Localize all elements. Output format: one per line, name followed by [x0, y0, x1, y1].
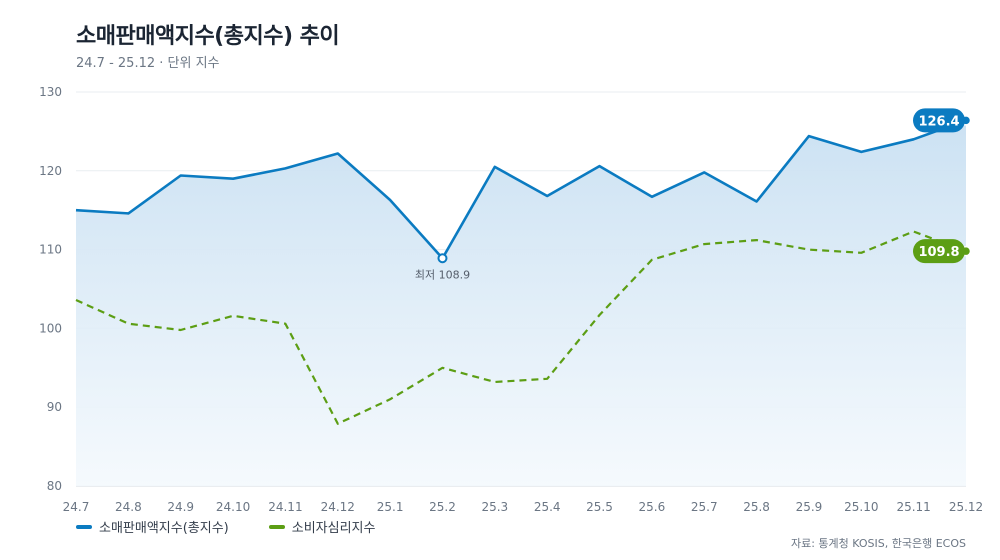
- x-tick-label: 25.1: [377, 500, 404, 514]
- x-tick-label: 24.12: [321, 500, 355, 514]
- y-tick-label: 120: [39, 164, 62, 178]
- x-tick-label: 25.6: [639, 500, 666, 514]
- x-tick-label: 25.3: [481, 500, 508, 514]
- consumer-end-label: 109.8: [918, 245, 959, 260]
- y-tick-label: 90: [47, 400, 62, 414]
- x-tick-label: 25.2: [429, 500, 456, 514]
- min-annotation: 최저 108.9: [415, 268, 470, 281]
- legend-item-retail[interactable]: 소매판매액지수(총지수): [76, 517, 229, 536]
- legend-swatch-retail: [76, 524, 92, 529]
- retail-index-line: [75, 119, 967, 260]
- x-tick-label: 25.5: [586, 500, 613, 514]
- y-tick-label: 110: [39, 243, 62, 257]
- source-note: 자료: 통계청 KOSIS, 한국은행 ECOS: [790, 537, 966, 550]
- x-tick-label: 25.11: [896, 500, 930, 514]
- chart-subtitle: 24.7 - 25.12 · 단위 지수: [76, 56, 220, 71]
- x-tick-label: 24.11: [268, 500, 302, 514]
- x-tick-label: 24.8: [115, 500, 142, 514]
- x-tick-label: 24.9: [167, 500, 194, 514]
- legend-swatch-consumer: [268, 524, 285, 529]
- retail-area-fill: [76, 120, 966, 487]
- consumer-sentiment-line: [75, 230, 967, 425]
- retail-end-badge: [913, 108, 965, 133]
- x-tick-label: 25.8: [743, 500, 770, 514]
- legend-label-consumer: 소비자심리지수: [291, 521, 376, 536]
- min-point-marker: [437, 253, 448, 264]
- retail-end-label: 126.4: [918, 114, 959, 129]
- x-tick-label: 25.10: [844, 500, 878, 514]
- x-tick-label: 25.12: [949, 500, 983, 514]
- legend-item-consumer[interactable]: 소비자심리지수: [268, 517, 376, 536]
- x-tick-label: 25.9: [796, 500, 823, 514]
- y-tick-label: 100: [39, 321, 62, 335]
- legend-label-retail: 소매판매액지수(총지수): [99, 521, 229, 536]
- y-tick-label: 80: [47, 479, 62, 493]
- chart-title: 소매판매액지수(총지수) 추이: [76, 24, 340, 49]
- x-tick-label: 24.10: [216, 500, 250, 514]
- x-tick-label: 24.7: [63, 500, 90, 514]
- consumer-end-badge: [913, 239, 965, 264]
- legend: 소매판매액지수(총지수) 소비자심리지수: [76, 517, 375, 536]
- x-tick-label: 25.4: [534, 500, 561, 514]
- x-tick-label: 25.7: [691, 500, 718, 514]
- y-tick-label: 130: [39, 85, 62, 99]
